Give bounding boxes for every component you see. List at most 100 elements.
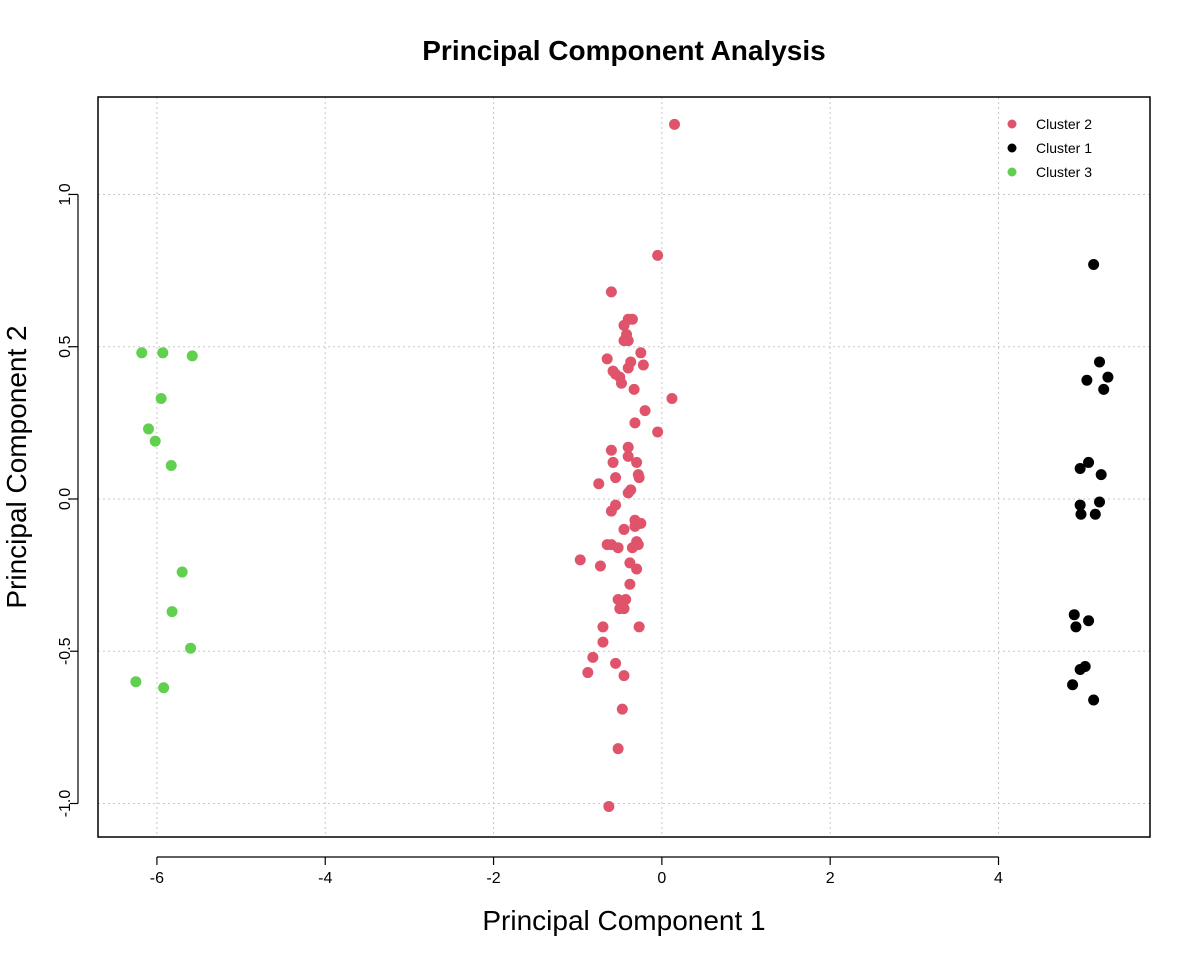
data-point	[1089, 508, 1101, 520]
data-point	[1081, 374, 1093, 386]
y-tick-label: -1.0	[57, 790, 74, 818]
data-point	[142, 423, 154, 435]
data-point	[165, 459, 177, 471]
data-point	[607, 456, 619, 468]
x-tick-label: 0	[657, 870, 666, 887]
x-tick-label: 4	[994, 870, 1003, 887]
x-tick-label: -6	[150, 870, 164, 887]
x-tick-label: -2	[486, 870, 500, 887]
data-point	[597, 636, 609, 648]
data-point	[605, 444, 617, 456]
data-points	[130, 118, 1114, 813]
data-point	[618, 319, 630, 331]
data-point	[668, 118, 680, 130]
data-point	[631, 563, 643, 575]
data-point	[622, 362, 634, 374]
data-point	[637, 359, 649, 371]
data-point	[618, 603, 630, 615]
data-point	[633, 621, 645, 633]
data-point	[622, 335, 634, 347]
data-point	[612, 743, 624, 755]
axes: -6 -4 -2 0 2 4 -1.0 -0.5 0.0 0.5 1.0	[57, 96, 1151, 887]
data-point	[582, 667, 594, 679]
x-tick-label: 2	[826, 870, 835, 887]
data-point	[610, 657, 622, 669]
data-point	[605, 505, 617, 517]
plot-frame	[97, 96, 1151, 838]
data-point	[185, 642, 197, 654]
data-point	[1095, 469, 1107, 481]
data-point	[1083, 456, 1095, 468]
y-tick-label: 0.0	[57, 488, 74, 510]
data-point	[136, 347, 148, 359]
data-point	[1074, 499, 1086, 511]
data-point	[631, 456, 643, 468]
x-axis-label: Principal Component 1	[482, 905, 765, 936]
data-point	[622, 450, 634, 462]
data-point	[130, 676, 142, 688]
data-point	[1088, 694, 1100, 706]
data-point	[176, 566, 188, 578]
data-point	[618, 670, 630, 682]
legend-marker	[1007, 143, 1017, 153]
data-point	[635, 347, 647, 359]
data-point	[1074, 664, 1086, 676]
data-point	[629, 417, 641, 429]
data-point	[158, 682, 170, 694]
data-point	[1098, 383, 1110, 395]
legend-label: Cluster 1	[1036, 140, 1092, 156]
legend-marker	[1007, 167, 1017, 177]
data-point	[587, 651, 599, 663]
data-point	[166, 606, 178, 618]
legend-marker	[1007, 119, 1017, 129]
data-point	[603, 801, 615, 813]
y-tick-label: -0.5	[57, 637, 74, 665]
y-axis-label: Principal Component 2	[1, 325, 32, 608]
data-point	[626, 542, 638, 554]
data-point	[1067, 679, 1079, 691]
data-point	[612, 542, 624, 554]
data-point	[652, 249, 664, 261]
data-point	[622, 441, 634, 453]
data-point	[615, 377, 627, 389]
legend-label: Cluster 3	[1036, 164, 1092, 180]
data-point	[601, 353, 613, 365]
grid	[98, 97, 1150, 837]
data-point	[629, 520, 641, 532]
data-point	[1088, 258, 1100, 270]
data-point	[593, 478, 605, 490]
data-point	[149, 435, 161, 447]
data-point	[633, 472, 645, 484]
y-tick-label: 1.0	[57, 183, 74, 205]
data-point	[1083, 615, 1095, 627]
data-point	[639, 405, 651, 417]
data-point	[597, 621, 609, 633]
data-point	[666, 392, 678, 404]
data-point	[1068, 609, 1080, 621]
data-point	[624, 578, 636, 590]
data-point	[574, 554, 586, 566]
data-point	[610, 368, 622, 380]
data-point	[1094, 356, 1106, 368]
data-point	[622, 487, 634, 499]
data-point	[1075, 508, 1087, 520]
data-point	[618, 523, 630, 535]
data-point	[1070, 621, 1082, 633]
x-tick-label: -4	[318, 870, 332, 887]
data-point	[1074, 463, 1086, 475]
data-point	[186, 350, 198, 362]
y-tick-label: 0.5	[57, 335, 74, 357]
data-point	[652, 426, 664, 438]
data-point	[628, 383, 640, 395]
data-point	[610, 472, 622, 484]
legend-label: Cluster 2	[1036, 116, 1092, 132]
data-point	[616, 703, 628, 715]
data-point	[157, 347, 169, 359]
data-point	[1094, 496, 1106, 508]
data-point	[605, 286, 617, 298]
legend: Cluster 2 Cluster 1 Cluster 3	[1007, 116, 1092, 180]
data-point	[155, 392, 167, 404]
data-point	[594, 560, 606, 572]
